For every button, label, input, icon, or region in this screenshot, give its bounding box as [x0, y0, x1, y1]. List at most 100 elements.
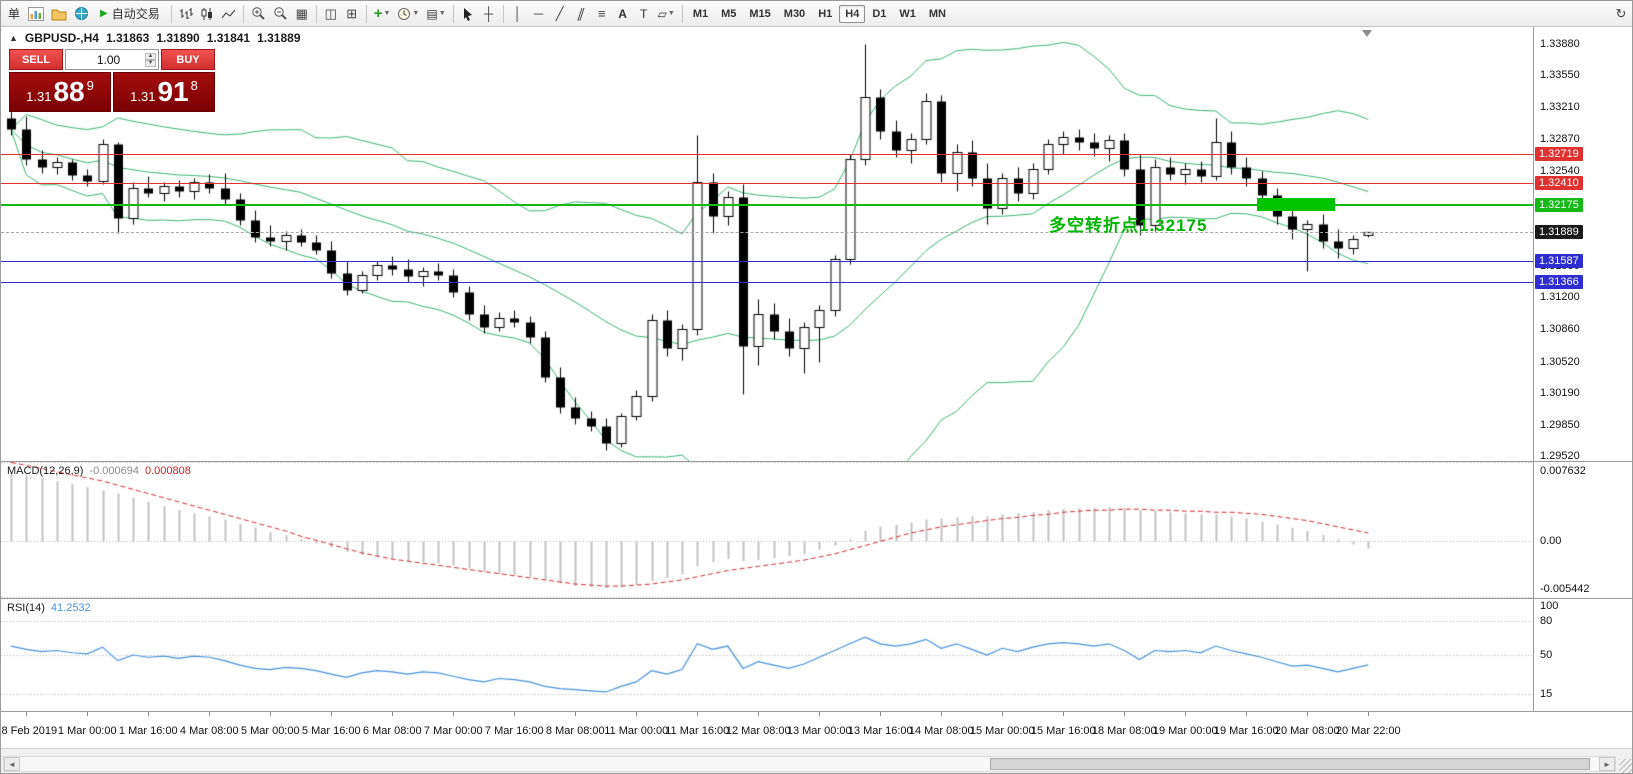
sell-price-button[interactable]: 1.31 88 9: [9, 72, 111, 112]
periods-button[interactable]: ▼: [394, 4, 422, 24]
time-tick: [1368, 712, 1370, 716]
cascade-windows-icon[interactable]: ◫: [324, 5, 337, 21]
timeframe-m1[interactable]: M1: [692, 7, 709, 20]
channel-tool-icon[interactable]: ∥: [575, 5, 587, 21]
market-watch-icon[interactable]: [71, 4, 92, 24]
horizontal-scrollbar[interactable]: ◄ ►: [3, 756, 1616, 772]
rsi-canvas[interactable]: [1, 599, 1533, 711]
buy-price-sup: 8: [190, 78, 198, 93]
price-marker-1.31889: 1.31889: [1535, 225, 1583, 239]
hline-1.32410[interactable]: [1, 183, 1533, 184]
crosshair-icon[interactable]: ┼: [484, 6, 494, 21]
timeframe-m30[interactable]: M30: [783, 7, 806, 20]
time-tick: [453, 712, 455, 716]
order-button[interactable]: 单: [4, 4, 24, 24]
cursor-icon[interactable]: [458, 4, 478, 24]
panel-divider[interactable]: [1, 461, 1632, 462]
line-chart-icon[interactable]: [218, 4, 239, 24]
scroll-left-icon[interactable]: ◄: [4, 757, 20, 771]
shapes-tool-icon[interactable]: ▱ ▼: [655, 4, 678, 24]
time-label: 1 Mar 00:00: [57, 725, 117, 737]
time-label: 5 Mar 16:00: [301, 725, 361, 737]
time-label: 14 Mar 08:00: [908, 725, 974, 737]
panel-divider[interactable]: [1, 598, 1632, 599]
bar-chart-icon[interactable]: [176, 4, 196, 24]
price-tick: 1.29850: [1540, 418, 1580, 431]
candlestick-icon[interactable]: [197, 4, 217, 24]
sell-button[interactable]: SELL: [9, 49, 63, 70]
price-axis[interactable]: 1.338801.335501.332101.328701.325401.322…: [1533, 27, 1632, 461]
hline-1.32719[interactable]: [1, 154, 1533, 155]
new-chart-icon[interactable]: [25, 4, 47, 24]
sell-price-prefix: 1.31: [26, 89, 52, 104]
open-value: 1.31863: [105, 31, 150, 45]
volume-value[interactable]: 1.00: [96, 52, 121, 67]
indicators-button[interactable]: + ▼: [371, 4, 394, 24]
profiles-icon[interactable]: [48, 4, 70, 24]
timeframe-w1[interactable]: W1: [899, 7, 916, 20]
price-tick: 1.29520: [1540, 449, 1580, 461]
macd-signal-value: 0.000808: [144, 465, 191, 477]
price-chart-canvas[interactable]: [1, 27, 1533, 461]
symbol-ohlc-line: ▲ GBPUSD-,H4 1.31863 1.31890 1.31841 1.3…: [9, 31, 301, 45]
macd-label-line: MACD(12,26,9) -0.000694 0.000808: [7, 465, 191, 477]
zoom-out-icon[interactable]: [270, 4, 291, 24]
macd-canvas[interactable]: [1, 462, 1533, 598]
current-price[interactable]: [1, 232, 1533, 233]
time-label: 4 Mar 08:00: [179, 725, 239, 737]
hline-1.32175[interactable]: [1, 204, 1533, 206]
arrange-windows-icon[interactable]: ⊞: [346, 5, 358, 21]
rectangle-annotation[interactable]: [1256, 198, 1335, 211]
volume-control[interactable]: 1.00 ▲ ▼: [65, 49, 159, 70]
play-icon: ▶: [100, 8, 108, 19]
buy-button[interactable]: BUY: [161, 49, 215, 70]
timeframe-mn[interactable]: MN: [928, 7, 946, 20]
rsi-label-line: RSI(14) 41.2532: [7, 602, 91, 614]
templates-button[interactable]: ▤ ▼: [423, 4, 448, 24]
hline-1.31366[interactable]: [1, 282, 1533, 283]
template-icon: ▤: [426, 6, 438, 21]
timeframe-h1[interactable]: H1: [818, 7, 833, 20]
price-tick: 1.33550: [1540, 69, 1580, 82]
spin-down-icon[interactable]: ▼: [145, 59, 156, 67]
time-axis[interactable]: 28 Feb 2019 1 Mar 00:00 1 Mar 16:00 4 Mar 0…: [1, 712, 1632, 748]
timeframe-h4[interactable]: H4: [839, 4, 866, 23]
timeframe-m15[interactable]: M15: [749, 7, 771, 20]
hline-1.31587[interactable]: [1, 261, 1533, 262]
auto-trading-button[interactable]: ▶ 自动交易: [93, 4, 167, 24]
time-label: 12 Mar 08:00: [725, 725, 791, 737]
scroll-right-icon[interactable]: ►: [1599, 757, 1615, 771]
trendline-tool-icon[interactable]: ╱: [555, 5, 564, 21]
zoom-in-icon[interactable]: [248, 4, 269, 24]
horizontal-line-tool-icon[interactable]: ─: [534, 6, 544, 21]
time-label: 7 Mar 16:00: [484, 725, 544, 737]
price-chart-area[interactable]: 多空转折点1.32175 ▲ GBPUSD-,H4 1.31863 1.3189…: [1, 27, 1533, 461]
macd-panel[interactable]: MACD(12,26,9) -0.000694 0.000808: [1, 462, 1533, 598]
label-tool-icon[interactable]: T: [639, 6, 648, 21]
macd-axis-zero: 0.00: [1540, 534, 1562, 547]
fibonacci-tool-icon[interactable]: ≡: [597, 6, 606, 21]
time-tick: [209, 712, 211, 716]
tile-windows-icon[interactable]: ▦: [295, 5, 308, 21]
time-label: 11 Mar 00:00: [604, 725, 669, 737]
bottom-bar: ◄ ►: [1, 748, 1632, 773]
price-tick: 1.30860: [1540, 323, 1580, 336]
time-tick: [575, 712, 577, 716]
panel-divider[interactable]: [1, 711, 1632, 712]
timeframe-d1[interactable]: D1: [872, 7, 887, 20]
spin-up-icon[interactable]: ▲: [145, 52, 156, 60]
resize-grip[interactable]: [1619, 759, 1632, 773]
vertical-line-tool-icon[interactable]: │: [513, 6, 522, 21]
refresh-icon[interactable]: ↻: [1615, 5, 1627, 21]
buy-price-button[interactable]: 1.31 91 8: [113, 72, 215, 112]
time-label: 20 Mar 22:00: [1335, 725, 1401, 737]
scrollbar-thumb[interactable]: [990, 758, 1590, 770]
text-tool-icon[interactable]: A: [618, 6, 627, 21]
price-marker-1.31366: 1.31366: [1535, 275, 1583, 289]
text-annotation[interactable]: 多空转折点1.32175: [1049, 216, 1208, 235]
timeframe-m5[interactable]: M5: [721, 7, 737, 20]
rsi-panel[interactable]: RSI(14) 41.2532: [1, 599, 1533, 711]
chart-shift-marker[interactable]: [1362, 30, 1372, 37]
symbol-label: GBPUSD-,H4: [24, 31, 99, 45]
